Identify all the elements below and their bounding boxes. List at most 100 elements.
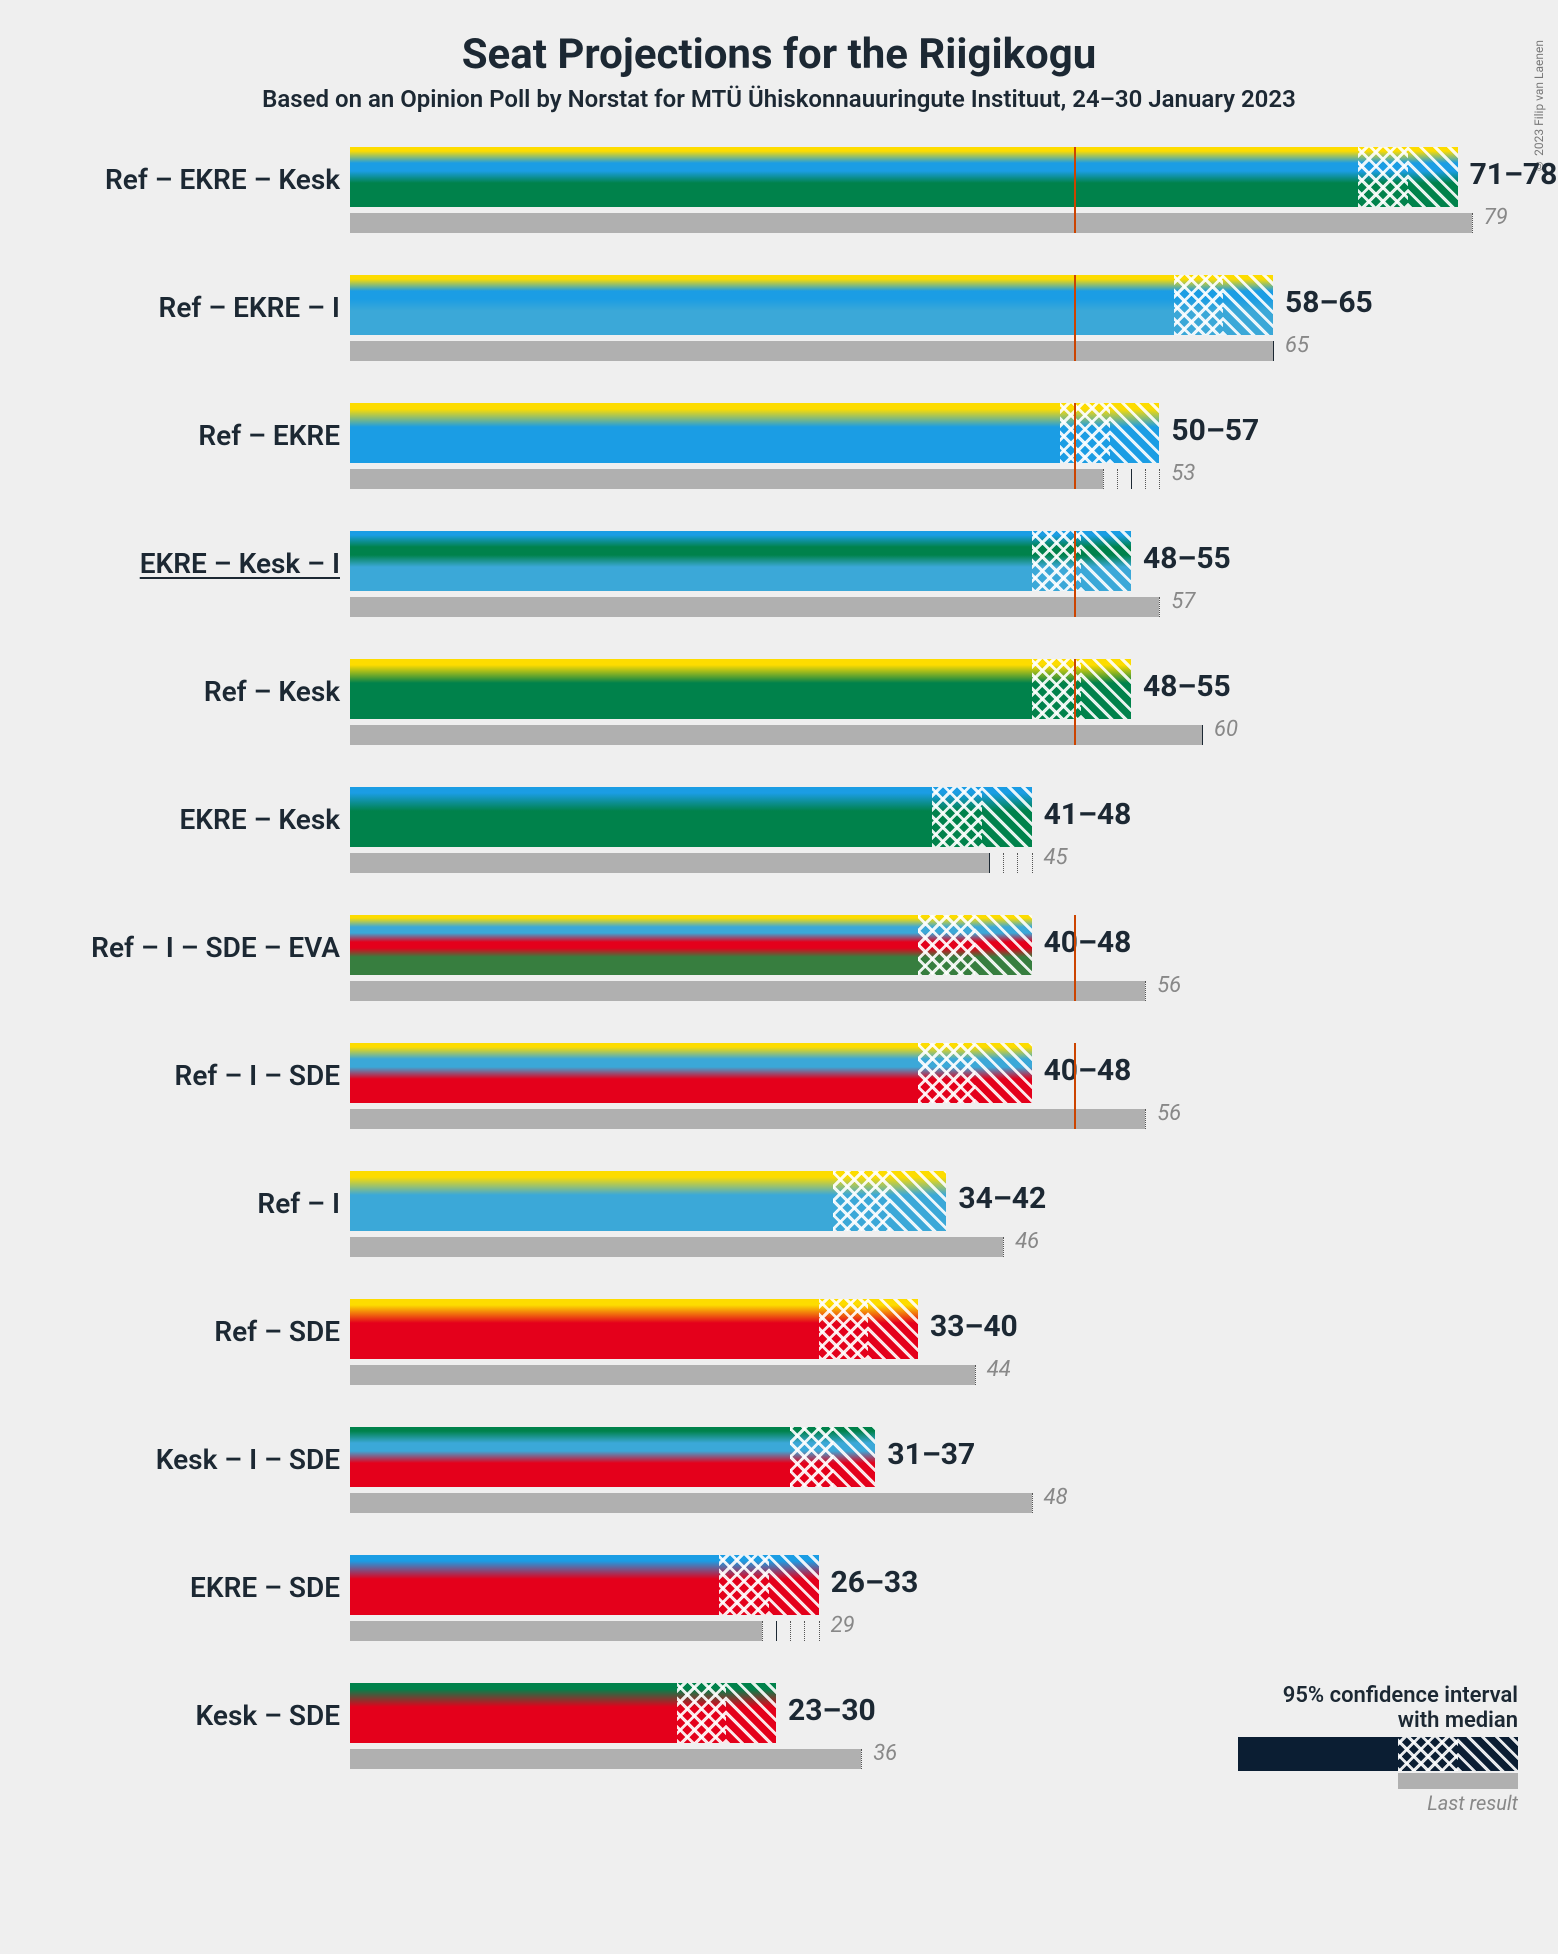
last-result-label: 44 [987,1357,1011,1382]
bar-area: 50–57 53 [350,397,1498,525]
last-result-bar [350,341,1273,361]
last-result-bar [350,597,1159,617]
last-result-label: 57 [1171,589,1195,614]
range-label: 48–55 [1143,541,1231,576]
last-result-label: 65 [1285,333,1309,358]
coalition-label: Ref – Kesk [40,675,340,708]
bar-area: 41–48 45 [350,781,1498,909]
confidence-interval [932,787,1031,847]
coalition-row: Kesk – I – SDE 31–37 48 [40,1421,1498,1549]
confidence-interval [1174,275,1273,335]
range-label: 71–78 [1470,157,1558,192]
projection-bar [350,787,1032,847]
coalition-row: Ref – I – SDE 40–48 56 [40,1037,1498,1165]
range-label: 34–42 [958,1181,1046,1216]
confidence-interval [1032,531,1131,591]
last-result-bar [350,1109,1145,1129]
bar-area: 31–37 48 [350,1421,1498,1549]
bar-area: 58–6565 [350,269,1498,397]
majority-line [1074,403,1076,489]
coalition-label: Ref – EKRE [40,419,340,452]
legend: 95% confidence interval with median Last… [1238,1683,1518,1815]
range-label: 40–48 [1044,1053,1132,1088]
last-result-bar [350,981,1145,1001]
bar-area: 33–40 44 [350,1293,1498,1421]
coalition-label: Ref – I – SDE [40,1059,340,1092]
last-result-bar [350,853,989,873]
majority-line [1074,659,1076,745]
coalition-label: Ref – EKRE – Kesk [40,163,340,196]
range-label: 40–48 [1044,925,1132,960]
last-result-label: 53 [1171,461,1195,486]
bar-area: 48–55 57 [350,525,1498,653]
range-label: 26–33 [831,1565,919,1600]
coalition-label: Kesk – I – SDE [40,1443,340,1476]
last-result-bar [350,1237,1003,1257]
coalition-label: Ref – I – SDE – EVA [40,931,340,964]
confidence-interval [719,1555,818,1615]
range-label: 41–48 [1044,797,1132,832]
majority-line [1074,147,1076,233]
range-label: 48–55 [1143,669,1231,704]
confidence-interval [819,1299,918,1359]
coalition-label: Ref – EKRE – I [40,291,340,324]
last-result-label: 46 [1015,1229,1039,1254]
coalition-row: Ref – EKRE – I 58–6565 [40,269,1498,397]
last-result-label: 48 [1044,1485,1068,1510]
coalition-label: Ref – I [40,1187,340,1220]
last-result-label: 45 [1044,845,1068,870]
last-result-label: 79 [1484,205,1508,230]
last-result-label: 56 [1157,1101,1181,1126]
coalition-row: EKRE – Kesk – I 48–55 57 [40,525,1498,653]
projection-bar [350,147,1458,207]
coalition-label: Kesk – SDE [40,1699,340,1732]
coalition-label: EKRE – Kesk [40,803,340,836]
bar-area: 48–55 60 [350,653,1498,781]
confidence-interval [790,1427,875,1487]
confidence-interval [1358,147,1457,207]
range-label: 33–40 [930,1309,1018,1344]
legend-line2: with median [1238,1708,1518,1733]
projection-bar [350,659,1131,719]
coalition-label: Ref – SDE [40,1315,340,1348]
chart-title: Seat Projections for the Riigikogu [20,30,1538,79]
coalition-row: Ref – SDE 33–40 44 [40,1293,1498,1421]
last-result-label: 29 [831,1613,855,1638]
majority-line [1074,915,1076,1001]
projection-bar [350,403,1159,463]
last-result-bar [350,469,1103,489]
range-label: 50–57 [1171,413,1259,448]
last-result-bar [350,1749,861,1769]
bar-area: 34–42 46 [350,1165,1498,1293]
coalition-row: EKRE – SDE 26–33 29 [40,1549,1498,1677]
last-result-label: 56 [1157,973,1181,998]
range-label: 23–30 [788,1693,876,1728]
chart-subtitle: Based on an Opinion Poll by Norstat for … [20,85,1538,113]
coalition-row: EKRE – Kesk 41–48 45 [40,781,1498,909]
projection-bar [350,531,1131,591]
coalition-row: Ref – Kesk 48–55 60 [40,653,1498,781]
legend-last-swatch [1398,1773,1518,1789]
seat-projections-chart: Ref – EKRE – Kesk 71–7879 Ref – EKRE – I 58… [40,141,1498,1805]
coalition-label: EKRE – SDE [40,1571,340,1604]
majority-line [1074,1043,1076,1129]
coalition-label: EKRE – Kesk – I [40,547,340,580]
confidence-interval [918,915,1032,975]
last-result-bar [350,1621,762,1641]
legend-last-label: Last result [1238,1791,1518,1815]
coalition-row: Ref – I – SDE – EVA 40–48 56 [40,909,1498,1037]
confidence-interval [833,1171,947,1231]
confidence-interval [1032,659,1131,719]
last-result-label: 60 [1214,717,1238,742]
projection-bar [350,275,1273,335]
range-label: 31–37 [887,1437,975,1472]
coalition-row: Ref – I 34–42 46 [40,1165,1498,1293]
bar-area: 40–48 56 [350,1037,1498,1165]
coalition-row: Ref – EKRE – Kesk 71–7879 [40,141,1498,269]
bar-area: 40–48 56 [350,909,1498,1037]
confidence-interval [918,1043,1032,1103]
last-result-bar [350,213,1472,233]
majority-line [1074,531,1076,617]
credit-text: © 2023 Filip van Laenen [1532,40,1546,173]
bar-area: 71–7879 [350,141,1498,269]
